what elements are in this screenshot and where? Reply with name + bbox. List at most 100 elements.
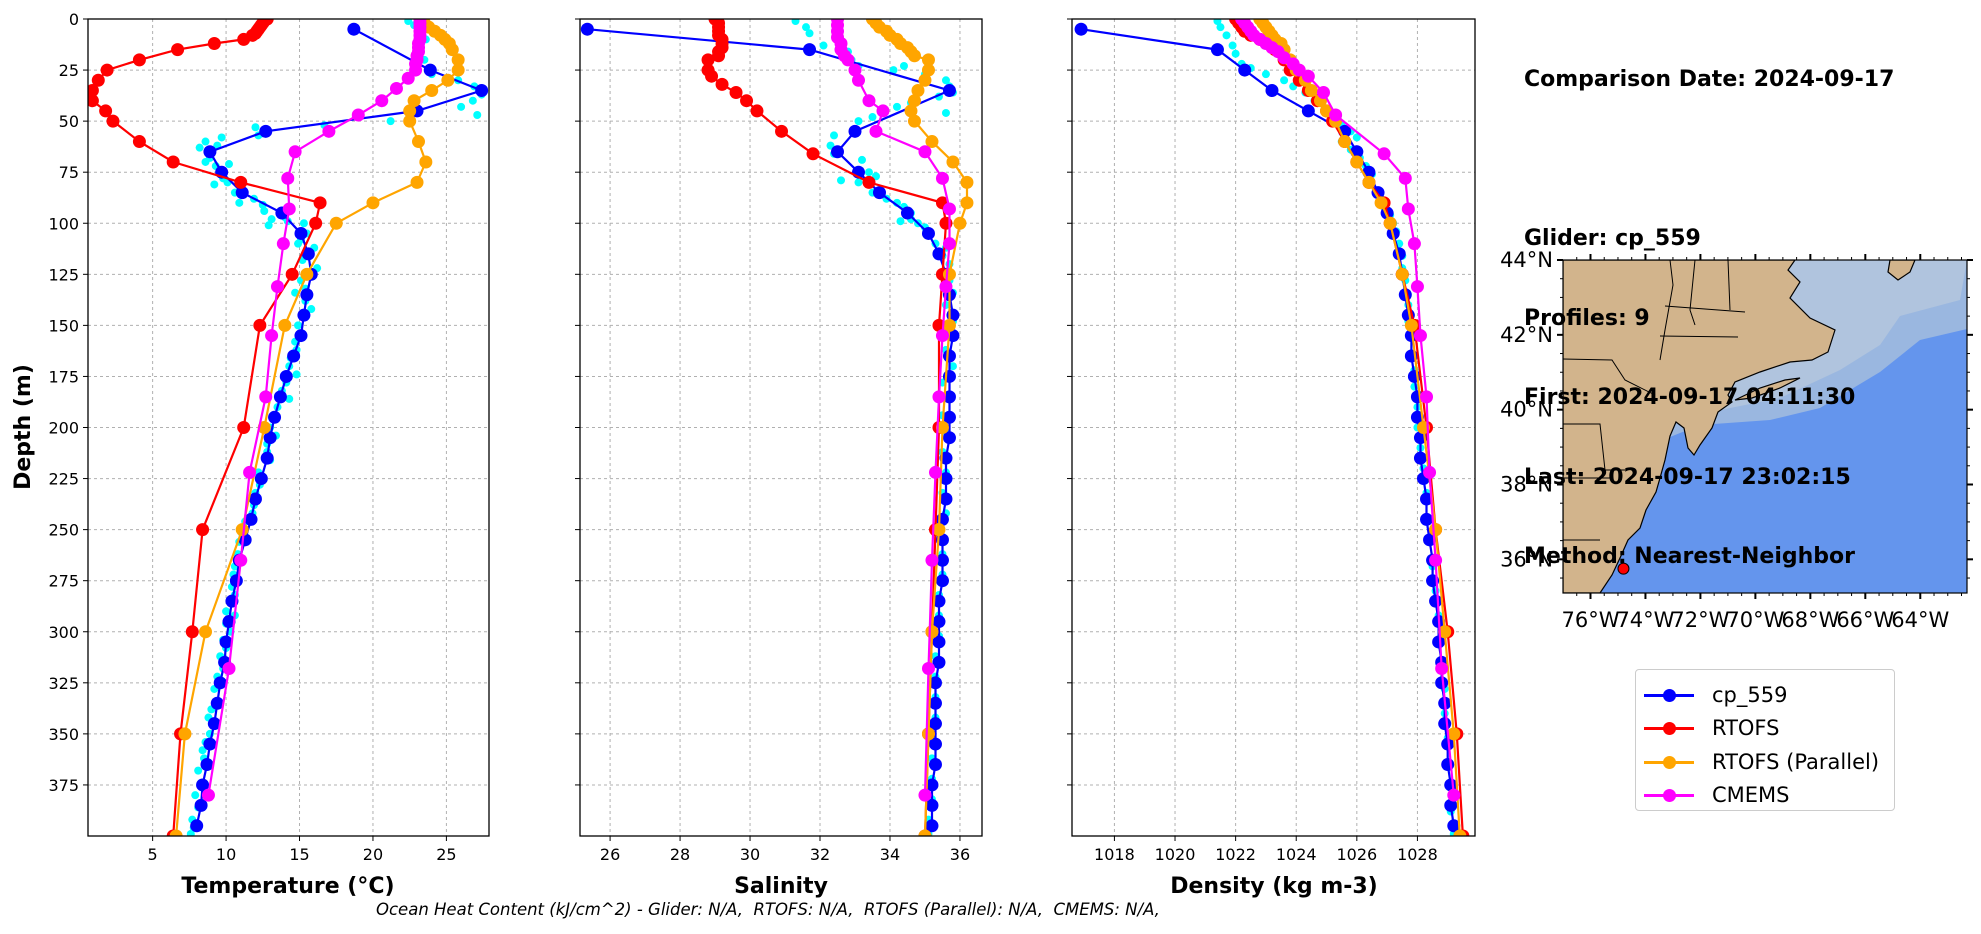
data-point: [300, 288, 314, 302]
raw-data-point: [864, 168, 873, 177]
data-point: [939, 280, 953, 294]
data-point: [872, 186, 886, 200]
raw-data-point: [285, 394, 294, 403]
interpolation-method: Method: Nearest-Neighbor: [1524, 544, 1855, 569]
data-point: [960, 196, 974, 210]
data-point: [301, 247, 315, 261]
raw-data-point: [386, 117, 395, 126]
data-point: [190, 819, 204, 833]
data-point: [100, 63, 114, 77]
raw-data-point: [1228, 41, 1237, 50]
data-point: [911, 83, 925, 97]
y-tick-label: 75: [59, 163, 79, 182]
lat-tick-label: 38°N: [1500, 472, 1553, 496]
data-point: [928, 696, 942, 710]
x-tick-label: 15: [289, 845, 309, 864]
data-point: [876, 104, 890, 118]
data-point: [848, 63, 862, 77]
data-point: [942, 349, 956, 363]
info-spacer: [1524, 147, 1894, 174]
raw-data-point: [805, 29, 814, 38]
data-point: [329, 216, 343, 230]
y-tick-label: 50: [59, 112, 79, 131]
data-point: [1265, 83, 1279, 97]
data-point: [1423, 465, 1437, 479]
data-point: [259, 390, 273, 404]
series-cp-559: [580, 22, 960, 833]
temperature-panel: 5 10 15 20 250255075100125150175200225250275…: [48, 10, 490, 864]
data-point: [848, 124, 862, 138]
data-point: [918, 788, 932, 802]
data-point: [862, 94, 876, 108]
data-point: [932, 247, 946, 261]
lon-tick-label: 70°W: [1726, 608, 1784, 632]
state-border: [1563, 423, 1625, 471]
data-point: [281, 171, 295, 185]
state-border: [1689, 260, 1696, 326]
data-point: [441, 73, 455, 87]
data-point: [925, 553, 939, 567]
raw-data-point: [1280, 76, 1289, 85]
data-point: [1404, 318, 1418, 332]
raw-data-point: [1222, 31, 1231, 40]
legend-item-rtofs-parallel: RTOFS (Parallel): [1644, 745, 1894, 779]
data-point: [196, 778, 210, 792]
raw-data-point: [210, 180, 219, 189]
data-point: [222, 615, 236, 629]
data-point: [1438, 717, 1452, 731]
data-point: [253, 318, 267, 332]
density-axis-label: Density (kg m-3): [1170, 874, 1378, 899]
data-point: [194, 798, 208, 812]
data-point: [1429, 553, 1443, 567]
data-point: [939, 451, 953, 465]
data-point: [199, 625, 213, 639]
y-tick-label: 325: [48, 674, 79, 693]
data-point: [423, 63, 437, 77]
x-tick-label: 30: [740, 845, 760, 864]
plot-area: [580, 19, 974, 836]
data-point: [1407, 237, 1421, 251]
profile-count: Profiles: 9: [1524, 305, 1650, 331]
raw-data-point: [868, 113, 877, 122]
data-point: [1362, 175, 1376, 189]
data-point: [925, 625, 939, 639]
data-point: [178, 727, 192, 741]
data-point: [1410, 280, 1424, 294]
data-point: [1438, 625, 1452, 639]
data-point: [425, 83, 439, 97]
raw-data-point: [896, 217, 905, 226]
raw-data-point: [1261, 70, 1270, 79]
data-point: [904, 104, 918, 118]
data-point: [740, 94, 754, 108]
data-point: [803, 43, 817, 57]
data-point: [91, 73, 105, 87]
series-cmems: [201, 19, 427, 802]
data-point: [1441, 737, 1455, 751]
raw-data-point: [251, 123, 260, 132]
y-tick-label: 0: [69, 10, 79, 29]
data-point: [254, 472, 268, 486]
data-point: [99, 104, 113, 118]
raw-data-point: [819, 41, 828, 50]
y-tick-label: 300: [48, 623, 79, 642]
lon-tick-label: 68°W: [1781, 608, 1839, 632]
data-point: [1398, 171, 1412, 185]
x-tick-label: 20: [363, 845, 383, 864]
map-frame: [1562, 259, 1968, 594]
data-point: [235, 523, 249, 537]
raw-data-point: [292, 370, 301, 379]
lon-tick-label: 66°W: [1836, 608, 1894, 632]
raw-data-point: [1231, 49, 1240, 58]
data-point: [921, 662, 935, 676]
y-tick-label: 150: [48, 316, 79, 335]
raw-data-point: [194, 766, 203, 775]
data-point: [234, 553, 248, 567]
x-tick-label: 25: [436, 845, 456, 864]
x-tick-label: 32: [810, 845, 830, 864]
data-point: [263, 431, 277, 445]
raw-data-point: [457, 102, 466, 111]
data-point: [265, 329, 279, 343]
data-point: [1301, 104, 1315, 118]
salinity-axis-label: Salinity: [734, 874, 828, 899]
